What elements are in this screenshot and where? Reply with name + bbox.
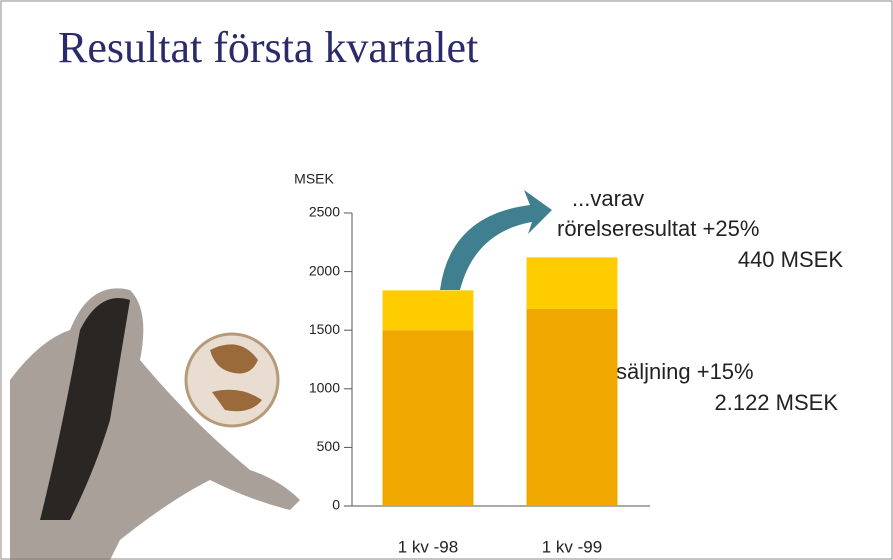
bar-segment <box>527 309 618 506</box>
y-tick-label: 2000 <box>309 262 340 278</box>
x-tick-label: 1 kv -98 <box>398 537 458 556</box>
annotation: rörelseresultat +25% <box>557 216 759 241</box>
chart-title: Resultat första kvartalet <box>58 23 478 72</box>
chart: Resultat första kvartalet MSEK ...varav … <box>0 0 893 560</box>
bar-segment <box>527 257 618 309</box>
y-tick-label: 1000 <box>309 380 340 396</box>
annotation: 2.122 MSEK <box>714 390 838 415</box>
y-tick-label: 0 <box>332 497 340 513</box>
y-tick-label: 500 <box>317 438 341 454</box>
bar-segment <box>383 290 474 330</box>
x-tick-label: 1 kv -99 <box>542 537 602 556</box>
bar-segment <box>383 330 474 506</box>
y-axis-label: MSEK <box>294 171 334 187</box>
annotation: 440 MSEK <box>738 247 843 272</box>
y-tick-label: 2500 <box>309 204 340 220</box>
y-tick-label: 1500 <box>309 321 340 337</box>
annotation: ...varav <box>572 186 644 211</box>
